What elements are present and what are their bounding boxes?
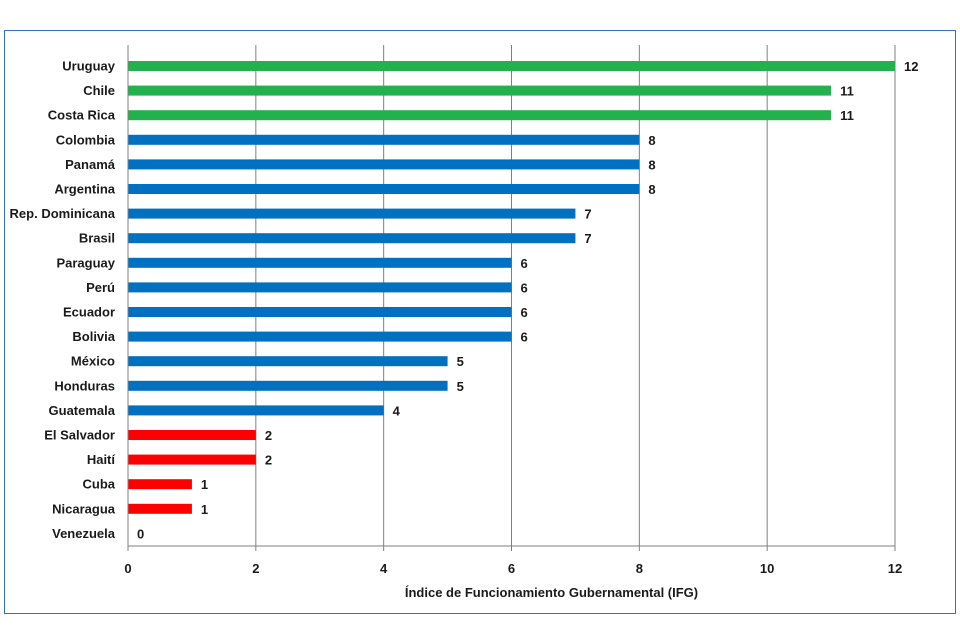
value-label: 5 [457, 354, 464, 369]
bar [128, 307, 512, 317]
category-label: Cuba [83, 477, 116, 492]
category-label: Perú [86, 280, 115, 295]
value-label: 6 [521, 305, 528, 320]
value-label: 0 [137, 526, 144, 541]
category-label: Colombia [56, 132, 116, 147]
bar [128, 282, 512, 293]
category-label: Haití [87, 452, 116, 467]
x-axis-title: Índice de Funcionamiento Gubernamental (… [405, 585, 698, 600]
value-label: 11 [840, 108, 854, 123]
chart-frame [4, 30, 956, 614]
x-tick-label: 10 [760, 561, 774, 576]
category-label: Bolivia [72, 329, 115, 344]
bar [128, 184, 640, 194]
value-label: 11 [840, 84, 854, 99]
value-label: 12 [904, 59, 918, 74]
category-label: Panamá [65, 157, 116, 172]
category-label: Ecuador [63, 305, 115, 320]
bar [128, 405, 384, 416]
x-tick-label: 8 [636, 561, 643, 576]
category-label: Paraguay [56, 255, 115, 270]
category-label: Honduras [54, 378, 115, 393]
x-tick-label: 12 [888, 561, 902, 576]
value-label: 1 [201, 477, 208, 492]
value-label: 6 [521, 280, 528, 295]
bar [128, 233, 576, 244]
bar [128, 159, 640, 170]
x-tick-label: 2 [252, 561, 259, 576]
value-label: 6 [521, 330, 528, 345]
bar [128, 257, 512, 268]
bar [128, 380, 448, 391]
category-label: Uruguay [62, 59, 116, 74]
category-label: Guatemala [49, 403, 116, 418]
bar [128, 110, 832, 121]
value-label: 2 [265, 453, 272, 468]
value-label: 2 [265, 428, 272, 443]
bar [128, 61, 895, 71]
bar [128, 85, 832, 96]
category-label: Nicaragua [52, 501, 116, 516]
value-label: 8 [648, 182, 655, 197]
value-label: 5 [457, 379, 464, 394]
category-label: Rep. Dominicana [10, 206, 116, 221]
category-label: Costa Rica [48, 108, 116, 123]
bars [128, 61, 895, 514]
value-label: 8 [648, 133, 655, 148]
bar [128, 134, 640, 145]
category-label: Venezuela [52, 526, 116, 541]
bar [128, 479, 192, 490]
bar [128, 331, 512, 342]
x-tick-label: 6 [508, 561, 515, 576]
category-label: México [71, 354, 115, 369]
value-label: 6 [521, 256, 528, 271]
category-label: Chile [83, 83, 115, 98]
category-label: El Salvador [44, 428, 115, 443]
value-label: 1 [201, 502, 208, 517]
bar [128, 503, 192, 514]
bar [128, 356, 448, 367]
category-label: Brasil [79, 231, 115, 246]
value-label: 7 [584, 207, 591, 222]
category-label: Argentina [54, 182, 115, 197]
axes [127, 45, 896, 551]
value-label: 8 [648, 157, 655, 172]
bar [128, 454, 256, 465]
x-tick-label: 0 [124, 561, 131, 576]
value-label: 7 [584, 231, 591, 246]
bar [128, 208, 576, 219]
x-tick-label: 4 [380, 561, 388, 576]
value-label: 4 [393, 403, 401, 418]
bar [128, 430, 256, 440]
